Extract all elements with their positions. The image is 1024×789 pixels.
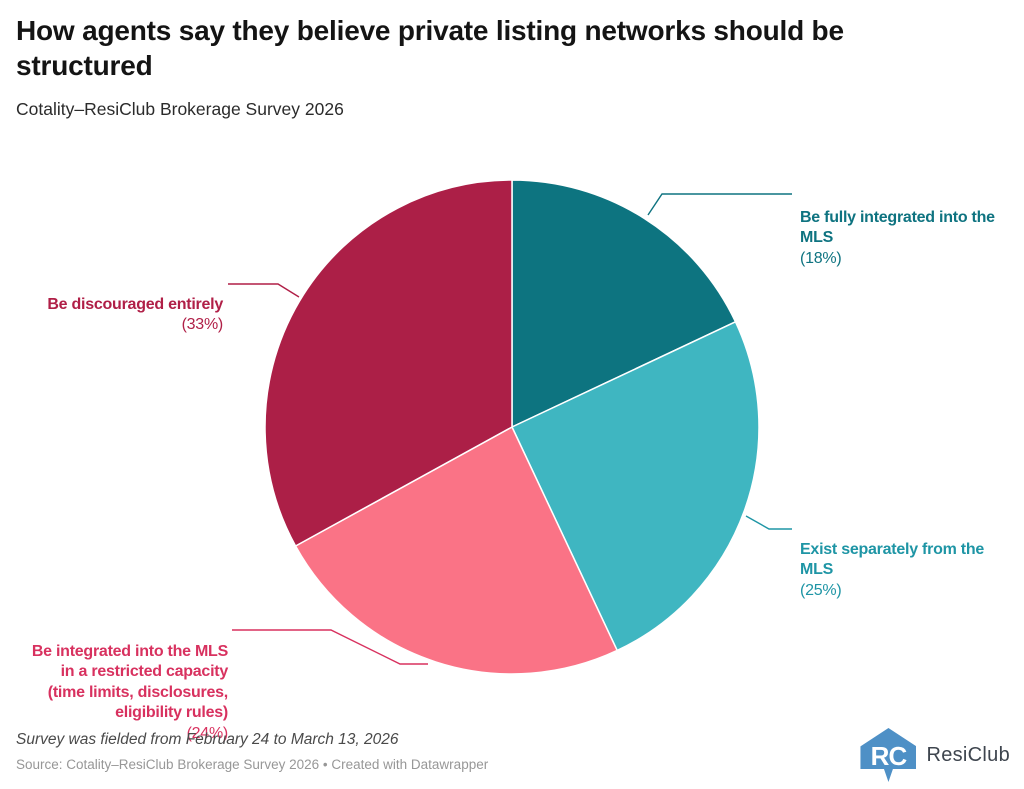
slice-label-text: Exist separately from the MLS xyxy=(800,540,985,579)
resiclub-house-icon: RC xyxy=(860,728,917,782)
slice-label-restricted: Be integrated into the MLS in a restrict… xyxy=(0,621,228,744)
slice-label-pct: (25%) xyxy=(800,581,842,599)
slice-label-discouraged: Be discouraged entirely (33%) xyxy=(0,274,223,336)
slice-label-pct: (18%) xyxy=(800,249,842,267)
slice-label-text: Be discouraged entirely xyxy=(47,295,223,313)
page-subtitle: Cotality–ResiClub Brokerage Survey 2026 xyxy=(16,99,344,119)
resiclub-monogram: RC xyxy=(870,740,908,771)
slice-label-text: Be integrated into the MLS in a restrict… xyxy=(31,642,228,722)
resiclub-logo: RC ResiClub xyxy=(860,728,1010,782)
resiclub-logo-text: ResiClub xyxy=(926,743,1010,766)
page-title: How agents say they believe private list… xyxy=(16,15,844,81)
slice-label-pct: (33%) xyxy=(181,316,224,333)
pie-slice-3[interactable] xyxy=(264,179,513,547)
pie-slice-1[interactable] xyxy=(511,321,760,652)
pie-slice-2[interactable] xyxy=(294,426,618,675)
pie-chart[interactable] xyxy=(263,178,761,676)
slice-label-pct: (24%) xyxy=(186,724,229,742)
survey-note: Survey was fielded from February 24 to M… xyxy=(16,731,399,748)
slice-label-fully-integrated: Be fully integrated into the MLS (18%) xyxy=(800,187,1024,269)
slice-label-text: Be fully integrated into the MLS xyxy=(800,208,995,247)
source-line: Source: Cotality–ResiClub Brokerage Surv… xyxy=(16,757,489,772)
pie-slice-0[interactable] xyxy=(511,179,737,428)
slice-label-exist-separately: Exist separately from the MLS (25%) xyxy=(800,519,1024,601)
